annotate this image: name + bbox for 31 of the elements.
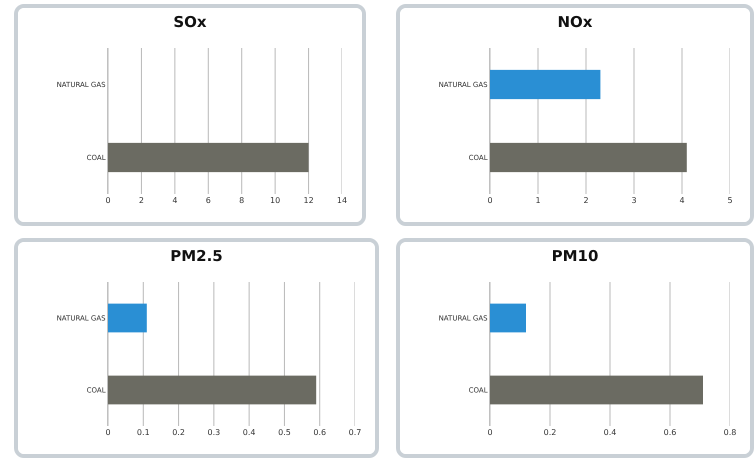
x-tick-label: 0.2: [172, 428, 185, 437]
x-tick-label: 0.4: [604, 428, 616, 437]
chart-title: PM10: [552, 246, 598, 265]
chart-title: PM2.5: [170, 246, 223, 265]
x-tick-label: 0.5: [278, 428, 291, 437]
x-tick-label: 14: [336, 196, 348, 205]
x-tick-label: 0.1: [136, 428, 150, 437]
x-tick-label: 4: [679, 196, 685, 205]
x-tick-label: 0: [487, 196, 493, 205]
x-tick-label: 4: [172, 196, 178, 205]
x-tick-label: 3: [631, 196, 637, 205]
x-tick-label: 10: [270, 196, 280, 205]
x-tick-label: 6: [206, 196, 211, 205]
x-tick-label: 0: [105, 428, 111, 437]
x-tick-label: 1: [535, 196, 541, 205]
x-tick-label: 5: [727, 196, 733, 205]
x-tick-label: 2: [583, 196, 589, 205]
chart-title: NOx: [558, 13, 593, 32]
x-tick-label: 12: [303, 196, 314, 205]
x-tick-label: 0.6: [313, 428, 326, 437]
chart-title: SOx: [173, 13, 207, 32]
x-tick-label: 0.7: [348, 428, 362, 437]
x-tick-label: 0.2: [544, 428, 556, 437]
x-tick-label: 0.8: [724, 428, 736, 437]
x-tick-label: 0.4: [242, 428, 256, 437]
x-tick-label: 0: [487, 428, 493, 437]
x-tick-label: 0.6: [664, 428, 676, 437]
x-tick-label: 2: [138, 196, 144, 205]
x-tick-label: 8: [239, 196, 244, 205]
x-tick-label: 0.3: [207, 428, 220, 437]
x-tick-label: 0: [105, 196, 111, 205]
